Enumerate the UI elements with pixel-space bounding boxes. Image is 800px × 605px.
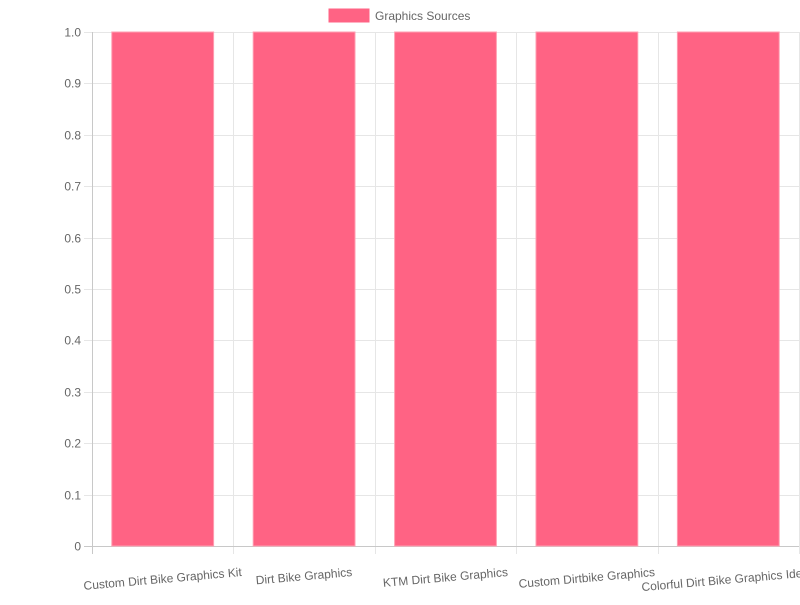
y-tick-label: 0.7	[64, 180, 81, 194]
bar[interactable]	[676, 31, 780, 547]
bar[interactable]	[394, 31, 497, 547]
y-axis-tick-labels: 0 0.1 0.2 0.3 0.4 0.5 0.6 0.7 0.8 0.9 1.0	[64, 26, 81, 554]
bar[interactable]	[535, 31, 639, 547]
y-tick-label: 0.9	[64, 77, 81, 91]
y-tick-label: 0.5	[64, 283, 81, 297]
y-tick-label: 1.0	[64, 26, 81, 40]
x-tick-label: KTM Dirt Bike Graphics	[382, 565, 508, 590]
bar[interactable]	[252, 31, 356, 547]
y-tick-label: 0.8	[64, 129, 81, 143]
y-tick-label: 0.2	[64, 437, 81, 451]
y-tick-label: 0.1	[64, 489, 81, 503]
bar[interactable]	[111, 31, 215, 547]
y-tick-label: 0	[74, 540, 81, 554]
legend-label: Graphics Sources	[375, 9, 470, 23]
y-tick-label: 0.4	[64, 334, 81, 348]
y-tick-label: 0.6	[64, 232, 81, 246]
legend[interactable]: Graphics Sources	[328, 8, 470, 23]
x-tick-label: Dirt Bike Graphics	[255, 565, 353, 587]
x-tick-label: Custom Dirt Bike Graphics Kit	[83, 565, 243, 593]
x-tick-label: Colorful Dirt Bike Graphics Ideas	[641, 565, 800, 594]
legend-swatch	[328, 8, 370, 23]
bars	[111, 31, 780, 547]
y-tick-label: 0.3	[64, 386, 81, 400]
x-axis-tick-labels: Custom Dirt Bike Graphics Kit Dirt Bike G…	[83, 565, 800, 594]
x-tick-label: Custom Dirtbike Graphics	[518, 565, 655, 591]
